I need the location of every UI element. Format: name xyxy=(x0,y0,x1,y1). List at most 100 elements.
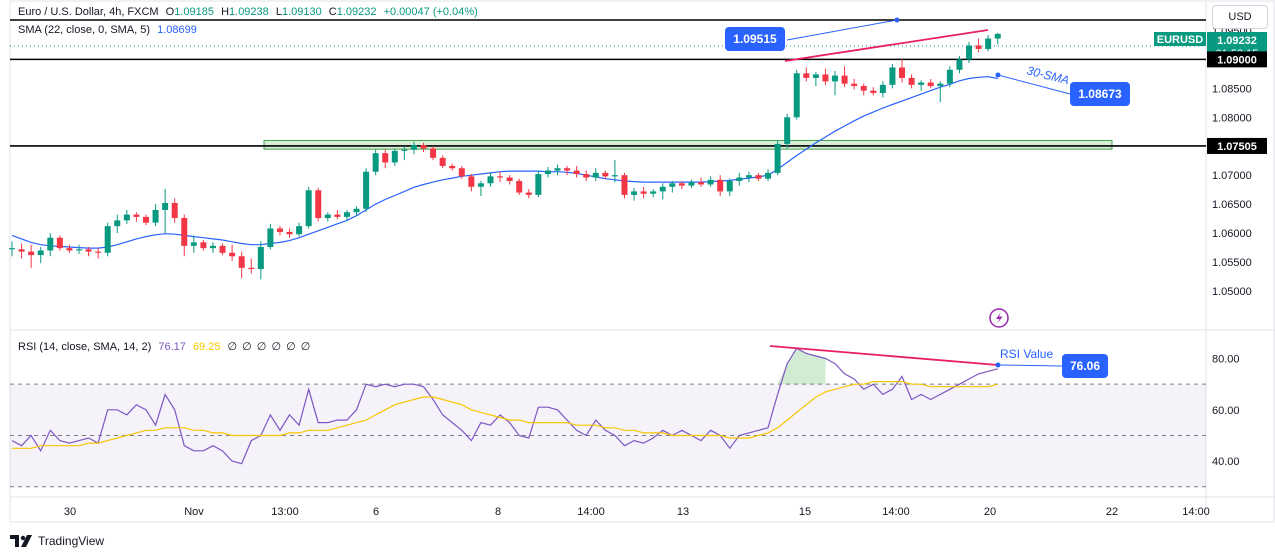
candle-body xyxy=(736,177,743,181)
candle-body xyxy=(812,74,819,78)
callout-rsi-box xyxy=(1062,354,1108,378)
candle-body xyxy=(717,179,724,192)
candle-body xyxy=(841,75,848,84)
rsi-value-label: RSI Value xyxy=(1000,347,1053,361)
time-tick-label: 8 xyxy=(495,506,501,518)
candle-body xyxy=(133,214,140,217)
candle-body xyxy=(458,168,465,177)
candle-body xyxy=(535,174,542,195)
candle-body xyxy=(420,145,427,149)
candle-body xyxy=(334,214,341,217)
callout-sma-text: 1.08673 xyxy=(1078,87,1122,101)
time-tick-label: 14:00 xyxy=(1182,506,1210,518)
price-trend-line xyxy=(784,29,989,62)
candle-body xyxy=(66,248,73,251)
candle-body xyxy=(918,82,925,85)
candle-body xyxy=(707,179,714,185)
candle-body xyxy=(879,84,886,93)
candle-body xyxy=(37,250,44,256)
level-price-box xyxy=(1207,137,1267,154)
callout-sma-box xyxy=(1070,82,1130,106)
candle-body xyxy=(650,191,657,194)
lightning-icon-bolt xyxy=(996,312,1003,324)
callout-high-box xyxy=(725,27,785,51)
sma-pointer-line xyxy=(997,74,1071,95)
candle-body xyxy=(353,208,360,213)
symbol-header: Euro / U.S. Dollar, 4h, FXCM O1.09185 H1… xyxy=(18,6,482,18)
candle-body xyxy=(899,67,906,78)
close-label: C xyxy=(328,6,337,18)
candle-body xyxy=(870,90,877,93)
candle-body xyxy=(678,183,685,186)
candle-body xyxy=(927,82,934,87)
candle-body xyxy=(324,214,331,219)
time-tick-label: 30 xyxy=(64,506,76,518)
candle-body xyxy=(315,190,322,219)
sma-30-line xyxy=(11,76,998,249)
sma-label: SMA (22, close, 0, SMA, 5) xyxy=(18,24,151,36)
candle-body xyxy=(439,157,446,166)
candle-body xyxy=(162,202,169,210)
tradingview-logo: TradingView xyxy=(10,534,104,548)
candle-body xyxy=(181,218,188,246)
candle-body xyxy=(257,246,264,269)
rsi-band xyxy=(10,384,1206,487)
level-price-text: 1.09000 xyxy=(1217,54,1257,66)
price-tick-label: 1.06500 xyxy=(1212,199,1252,211)
candle-body xyxy=(401,149,408,151)
symbol-tag-text: EURUSD xyxy=(1157,34,1204,46)
candle-body xyxy=(477,183,484,187)
high-label: H xyxy=(221,6,230,18)
candle-body xyxy=(238,256,245,268)
rsi-overbought-fill xyxy=(777,348,826,385)
candle-body xyxy=(75,249,82,251)
time-tick-label: 6 xyxy=(373,506,379,518)
rsi-tick-label: 60.00 xyxy=(1212,405,1240,417)
candle-body xyxy=(516,180,523,193)
candle-body xyxy=(784,117,791,144)
candle-body xyxy=(803,73,810,78)
candle-body xyxy=(171,202,178,219)
time-tick-label: 13:00 xyxy=(271,506,299,518)
candle-body xyxy=(640,191,647,194)
candle-body xyxy=(611,175,618,177)
candle-body xyxy=(9,248,15,250)
candle-body xyxy=(497,176,504,178)
rsi-label: RSI (14, close, SMA, 14, 2) xyxy=(18,341,152,353)
level-price-box xyxy=(1207,51,1267,68)
price-tick-label: 1.07000 xyxy=(1212,170,1252,182)
rsi-ma-line xyxy=(12,381,998,449)
candle-body xyxy=(985,38,992,49)
high-value: 1.09238 xyxy=(229,6,269,18)
candle-body xyxy=(946,69,953,84)
candle-body xyxy=(114,220,121,227)
candle-body xyxy=(602,172,609,177)
open-label: O xyxy=(165,6,175,18)
last-price-text: 1.09232 xyxy=(1217,35,1257,47)
candle-body xyxy=(142,216,149,223)
candle-body xyxy=(506,177,513,181)
currency-button[interactable]: USD xyxy=(1212,5,1268,29)
candle-body xyxy=(18,249,25,252)
open-value: 1.09185 xyxy=(174,6,214,18)
candle-body xyxy=(975,45,982,49)
candle-body xyxy=(525,192,532,195)
candle-body xyxy=(966,45,972,60)
candle-body xyxy=(296,226,303,235)
symbol-title: Euro / U.S. Dollar, 4h, FXCM xyxy=(18,6,159,18)
candle-body xyxy=(889,67,896,85)
time-tick-label: 22 xyxy=(1106,506,1118,518)
candle-body xyxy=(544,170,551,175)
level-price-text: 1.07505 xyxy=(1217,141,1257,153)
candle-body xyxy=(937,83,944,87)
candle-body xyxy=(745,175,752,178)
candle-body xyxy=(286,231,293,235)
candle-body xyxy=(688,182,695,186)
price-tick-label: 1.05000 xyxy=(1212,286,1252,298)
candle-body xyxy=(726,180,733,192)
candle-body xyxy=(468,176,475,187)
support-zone xyxy=(263,139,1113,150)
candle-body xyxy=(382,153,389,163)
candle-body xyxy=(190,242,197,246)
